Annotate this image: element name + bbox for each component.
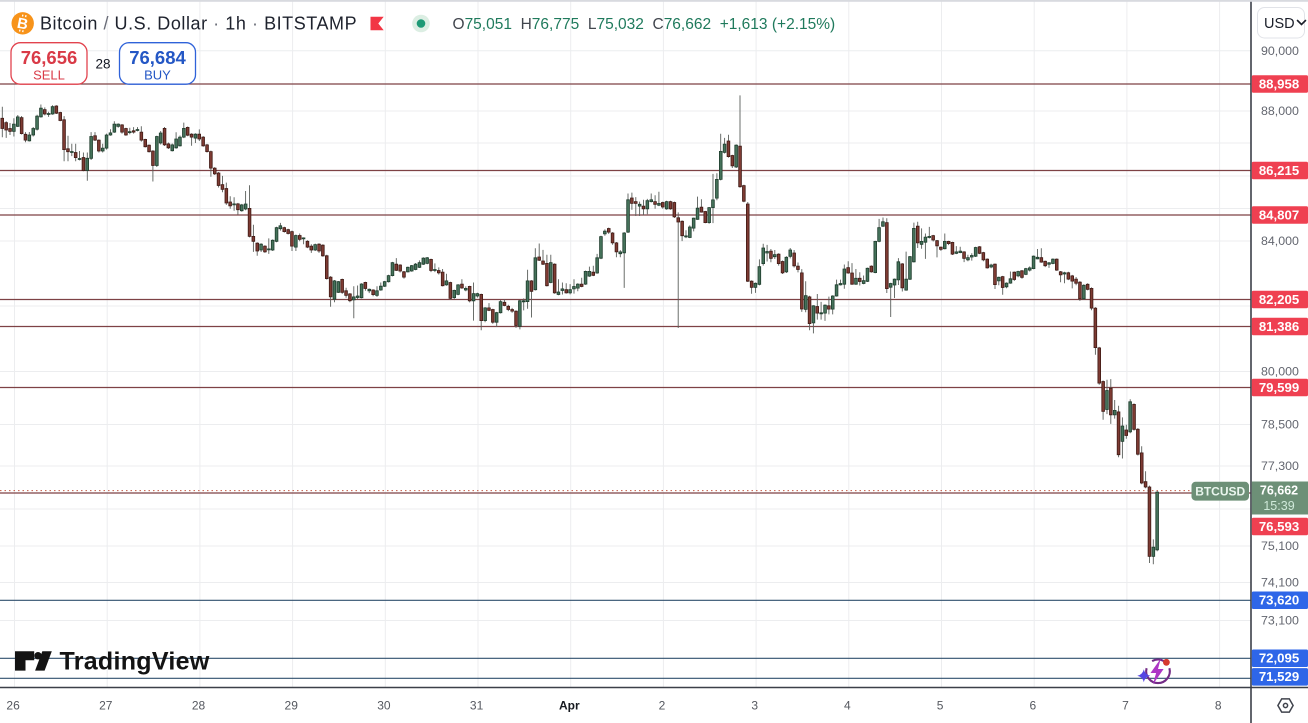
svg-text:8: 8 [1215, 699, 1222, 713]
svg-text:15:39: 15:39 [1263, 499, 1294, 513]
svg-text:26: 26 [6, 699, 20, 713]
svg-text:29: 29 [285, 699, 299, 713]
svg-text:BUY: BUY [144, 68, 171, 83]
svg-text:Bitcoin / U.S. Dollar · 1h · B: Bitcoin / U.S. Dollar · 1h · BITSTAMP [40, 14, 357, 34]
svg-text:72,095: 72,095 [1259, 651, 1299, 666]
svg-text:84,807: 84,807 [1259, 207, 1299, 222]
svg-text:76,593: 76,593 [1259, 519, 1299, 534]
svg-text:80,000: 80,000 [1261, 365, 1299, 379]
svg-text:28: 28 [192, 699, 206, 713]
svg-text:28: 28 [95, 57, 110, 72]
svg-text:Apr: Apr [559, 699, 580, 713]
svg-text:82,205: 82,205 [1259, 292, 1299, 307]
svg-text:B: B [16, 15, 30, 34]
svg-text:90,000: 90,000 [1261, 44, 1299, 58]
svg-text:84,000: 84,000 [1261, 234, 1299, 248]
svg-text:73,620: 73,620 [1259, 593, 1299, 608]
svg-text:4: 4 [844, 699, 851, 713]
svg-text:88,958: 88,958 [1259, 76, 1299, 91]
svg-text:O75,051 H76,775 L75,032 C76: O75,051 H76,775 L75,032 C76,662 +1,613 (… [453, 16, 836, 33]
svg-text:5: 5 [937, 699, 944, 713]
svg-text:31: 31 [470, 699, 484, 713]
svg-text:TradingView: TradingView [60, 648, 210, 676]
svg-text:75,100: 75,100 [1261, 539, 1299, 553]
svg-text:71,529: 71,529 [1259, 669, 1299, 684]
svg-text:76,662: 76,662 [1260, 484, 1298, 498]
svg-text:74,100: 74,100 [1261, 576, 1299, 590]
svg-text:USD: USD [1264, 16, 1295, 32]
svg-text:7: 7 [1122, 699, 1129, 713]
svg-text:6: 6 [1029, 699, 1036, 713]
svg-text:76,656: 76,656 [21, 47, 78, 68]
svg-text:78,500: 78,500 [1261, 418, 1299, 432]
svg-text:3: 3 [751, 699, 758, 713]
svg-text:BTCUSD: BTCUSD [1195, 484, 1245, 498]
svg-text:76,684: 76,684 [129, 47, 186, 68]
svg-text:27: 27 [99, 699, 113, 713]
svg-text:30: 30 [377, 699, 391, 713]
svg-text:77,300: 77,300 [1261, 459, 1299, 473]
svg-text:88,000: 88,000 [1261, 104, 1299, 118]
svg-text:SELL: SELL [33, 68, 65, 83]
svg-text:86,215: 86,215 [1259, 163, 1299, 178]
svg-text:73,100: 73,100 [1261, 614, 1299, 628]
svg-text:81,386: 81,386 [1259, 319, 1299, 334]
svg-text:2: 2 [659, 699, 666, 713]
svg-text:79,599: 79,599 [1259, 380, 1299, 395]
